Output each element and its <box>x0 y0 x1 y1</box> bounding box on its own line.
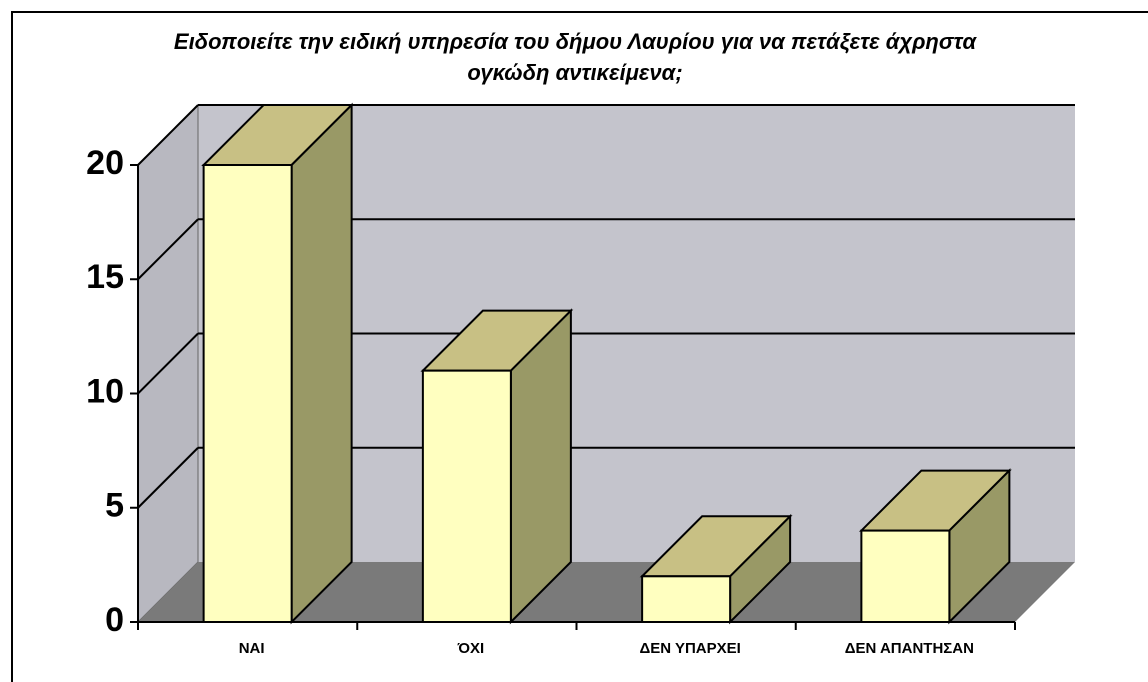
bar-side <box>290 102 353 625</box>
grid-line <box>137 447 199 509</box>
y-tick-label: 10 <box>86 372 124 410</box>
x-tick-label: ΝΑΙ <box>239 640 265 657</box>
floor <box>138 562 1075 622</box>
grid-line <box>137 332 199 395</box>
y-tick-label: 5 <box>105 487 124 525</box>
y-tick-label: 20 <box>86 144 124 182</box>
frame <box>11 11 1148 682</box>
y-tick-label: 15 <box>86 258 124 296</box>
bar <box>421 369 512 623</box>
chart-title: Ειδοποιείτε την ειδική υπηρεσία του δήμο… <box>173 29 977 85</box>
grid-line <box>137 104 199 166</box>
x-tick-label: ΔΕΝ ΥΠΑΡΧΕΙ <box>639 640 740 657</box>
x-tick-label: ΔΕΝ ΑΠΑΝΤΗΣΑΝ <box>845 640 974 657</box>
bar <box>860 529 951 623</box>
x-tick-label: ΌΧΙ <box>457 640 485 657</box>
bar <box>202 164 293 623</box>
bar <box>641 575 732 623</box>
grid-line <box>137 218 199 280</box>
y-tick-label: 0 <box>105 601 124 639</box>
